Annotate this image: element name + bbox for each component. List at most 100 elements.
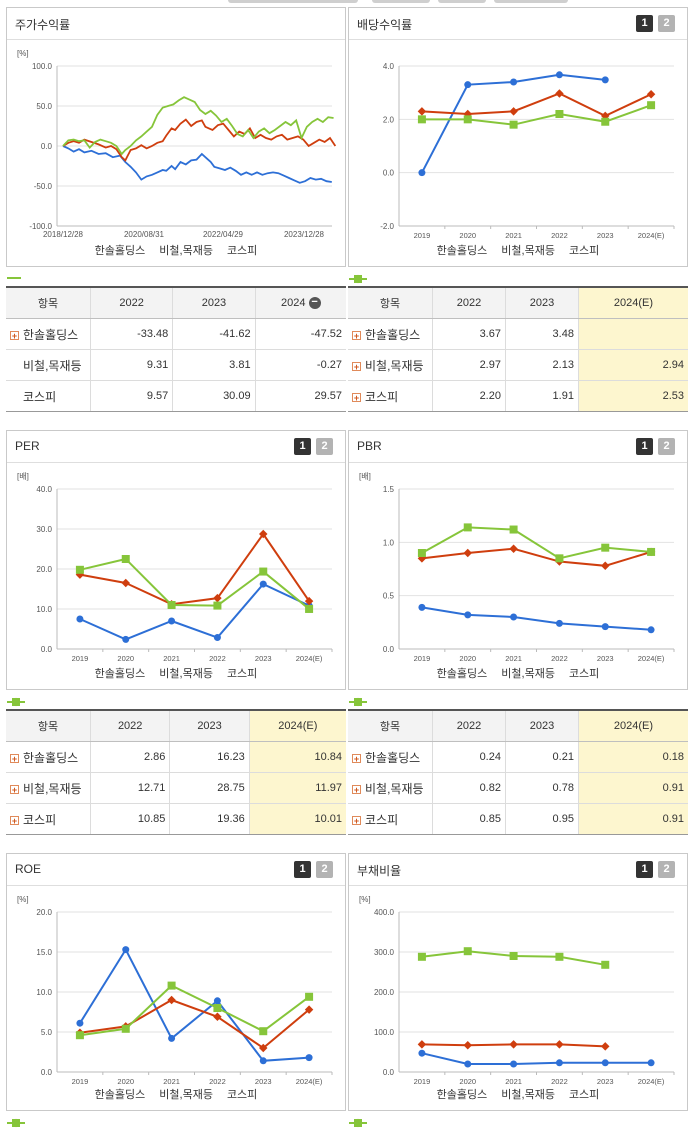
data-point[interactable] bbox=[555, 110, 564, 118]
collapse-minus-icon[interactable]: − bbox=[308, 297, 321, 310]
data-point[interactable] bbox=[168, 617, 176, 625]
expand-plus-icon[interactable]: + bbox=[10, 784, 19, 795]
data-point[interactable] bbox=[509, 120, 518, 129]
data-point[interactable] bbox=[259, 1043, 268, 1053]
data-point[interactable] bbox=[555, 952, 564, 961]
data-point[interactable] bbox=[417, 115, 426, 124]
view-2-button[interactable]: 2 bbox=[658, 861, 675, 878]
data-point[interactable] bbox=[417, 952, 426, 961]
data-point[interactable] bbox=[463, 115, 472, 124]
data-point[interactable] bbox=[510, 78, 518, 86]
row-name[interactable]: + 비철,목재등 bbox=[348, 349, 433, 381]
data-point[interactable] bbox=[555, 89, 564, 98]
view-1-button[interactable]: 1 bbox=[294, 438, 311, 455]
expand-plus-icon[interactable]: + bbox=[352, 753, 361, 764]
row-name[interactable]: + 비철,목재등 bbox=[6, 772, 91, 804]
data-point[interactable] bbox=[417, 107, 427, 116]
data-point[interactable] bbox=[259, 529, 268, 539]
view-1-button[interactable]: 1 bbox=[636, 438, 653, 455]
data-point[interactable] bbox=[555, 1040, 564, 1049]
data-point[interactable] bbox=[122, 635, 130, 643]
data-point[interactable] bbox=[213, 1012, 222, 1022]
data-point[interactable] bbox=[463, 947, 472, 956]
data-point[interactable] bbox=[305, 604, 314, 613]
row-name[interactable]: + 코스피 bbox=[352, 812, 399, 827]
data-point[interactable] bbox=[464, 611, 472, 619]
data-point[interactable] bbox=[509, 107, 518, 116]
expand-plus-icon[interactable]: + bbox=[352, 361, 361, 372]
data-point[interactable] bbox=[76, 615, 84, 623]
data-point[interactable] bbox=[259, 1027, 268, 1036]
data-point[interactable] bbox=[555, 619, 563, 627]
data-point[interactable] bbox=[555, 1059, 563, 1067]
data-point[interactable] bbox=[601, 543, 610, 552]
data-point[interactable] bbox=[418, 1049, 426, 1057]
row-name[interactable]: + 한솔홀딩스 bbox=[348, 741, 433, 773]
view-1-button[interactable]: 1 bbox=[636, 15, 653, 32]
expand-plus-icon[interactable]: + bbox=[352, 815, 361, 826]
expand-plus-icon[interactable]: + bbox=[10, 330, 19, 341]
data-point[interactable] bbox=[75, 565, 84, 574]
data-point[interactable] bbox=[305, 1054, 313, 1062]
data-point[interactable] bbox=[601, 1042, 610, 1051]
row-name[interactable]: + 한솔홀딩스 bbox=[6, 318, 91, 350]
data-point[interactable] bbox=[601, 623, 609, 631]
data-point[interactable] bbox=[647, 101, 656, 110]
data-point[interactable] bbox=[168, 1034, 176, 1042]
data-point[interactable] bbox=[417, 549, 426, 557]
data-point[interactable] bbox=[509, 544, 518, 553]
data-point[interactable] bbox=[464, 1060, 472, 1068]
data-point[interactable] bbox=[304, 596, 314, 606]
data-point[interactable] bbox=[555, 71, 563, 79]
data-point[interactable] bbox=[601, 76, 609, 84]
data-point[interactable] bbox=[75, 1031, 84, 1040]
row-name[interactable]: + 한솔홀딩스 bbox=[6, 741, 91, 773]
data-point[interactable] bbox=[463, 523, 472, 532]
data-point[interactable] bbox=[259, 567, 268, 576]
view-2-button[interactable]: 2 bbox=[658, 438, 675, 455]
data-point[interactable] bbox=[509, 1040, 518, 1049]
row-name[interactable]: + 코스피 bbox=[10, 812, 57, 827]
expand-plus-icon[interactable]: + bbox=[352, 784, 361, 795]
data-point[interactable] bbox=[417, 1040, 427, 1049]
data-point[interactable] bbox=[167, 995, 176, 1005]
data-point[interactable] bbox=[601, 960, 610, 969]
data-point[interactable] bbox=[509, 952, 518, 960]
data-point[interactable] bbox=[647, 626, 655, 634]
data-point[interactable] bbox=[76, 1019, 84, 1027]
data-point[interactable] bbox=[647, 547, 656, 556]
data-point[interactable] bbox=[555, 554, 564, 563]
data-point[interactable] bbox=[418, 169, 426, 177]
view-2-button[interactable]: 2 bbox=[316, 861, 333, 878]
data-point[interactable] bbox=[167, 601, 176, 609]
data-point[interactable] bbox=[304, 1005, 314, 1014]
data-point[interactable] bbox=[213, 601, 222, 610]
data-point[interactable] bbox=[510, 1060, 518, 1068]
data-point[interactable] bbox=[213, 593, 222, 603]
data-point[interactable] bbox=[213, 1004, 222, 1012]
expand-plus-icon[interactable]: + bbox=[352, 392, 361, 403]
row-name[interactable]: + 코스피 bbox=[352, 389, 399, 404]
data-point[interactable] bbox=[213, 634, 221, 642]
view-1-button[interactable]: 1 bbox=[294, 861, 311, 878]
data-point[interactable] bbox=[121, 555, 130, 563]
data-point[interactable] bbox=[647, 1059, 655, 1067]
data-point[interactable] bbox=[601, 117, 610, 126]
data-point[interactable] bbox=[418, 603, 426, 611]
data-point[interactable] bbox=[463, 1040, 472, 1050]
expand-plus-icon[interactable]: + bbox=[10, 815, 19, 826]
row-name[interactable]: + 한솔홀딩스 bbox=[348, 318, 433, 350]
data-point[interactable] bbox=[509, 525, 518, 534]
expand-plus-icon[interactable]: + bbox=[10, 753, 19, 764]
data-point[interactable] bbox=[167, 981, 176, 990]
data-point[interactable] bbox=[305, 992, 314, 1001]
data-point[interactable] bbox=[601, 1059, 609, 1067]
data-point[interactable] bbox=[463, 548, 472, 558]
view-1-button[interactable]: 1 bbox=[636, 861, 653, 878]
expand-plus-icon[interactable]: + bbox=[352, 330, 361, 341]
view-2-button[interactable]: 2 bbox=[316, 438, 333, 455]
data-point[interactable] bbox=[510, 613, 518, 621]
data-point[interactable] bbox=[259, 1057, 267, 1065]
data-point[interactable] bbox=[121, 1024, 130, 1033]
data-point[interactable] bbox=[601, 561, 610, 571]
